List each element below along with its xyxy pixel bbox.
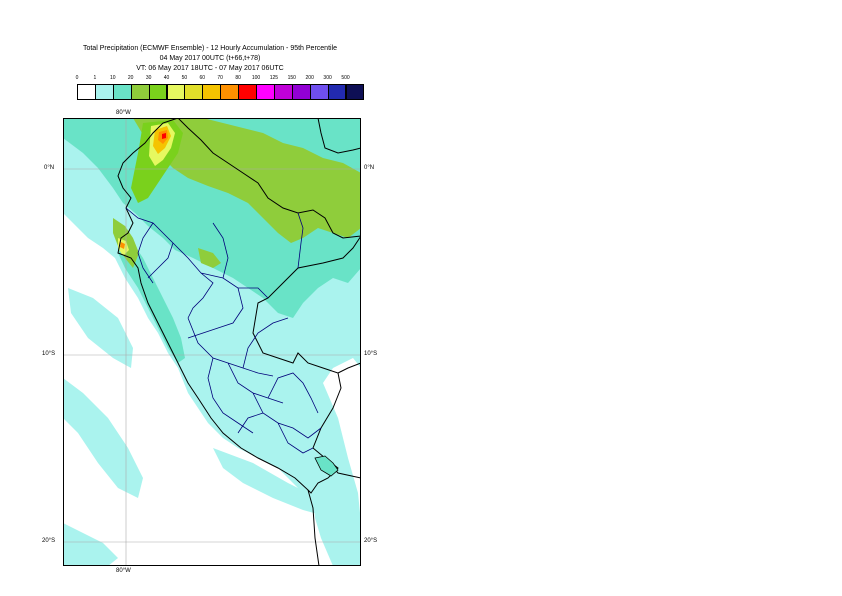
colorbar-tick-label: 30 bbox=[145, 75, 152, 81]
colorbar-swatch bbox=[309, 84, 329, 100]
lat-label-0-right: 0°N bbox=[364, 165, 375, 171]
colorbar-swatch bbox=[291, 84, 311, 100]
chart-title: Total Precipitation (ECMWF Ensemble) - 1… bbox=[82, 45, 338, 52]
colorbar-tick-label: 100 bbox=[251, 75, 261, 81]
colorbar-tick-label: 300 bbox=[323, 75, 332, 81]
colorbar-tick-label: 80 bbox=[235, 75, 241, 81]
lon-label-top: 80°W bbox=[116, 110, 131, 116]
lat-label-0-left: 0°N bbox=[44, 165, 55, 171]
precip-1mm-offshore-3 bbox=[63, 378, 143, 498]
colorbar-swatch bbox=[202, 84, 222, 100]
colorbar-swatch bbox=[166, 84, 186, 100]
valid-time: VT: 06 May 2017 18UTC - 07 May 2017 06UT… bbox=[136, 65, 284, 72]
colorbar-tick-label: 70 bbox=[217, 75, 223, 81]
precip-1mm-offshore-2 bbox=[68, 288, 133, 368]
precip-10mm-coast bbox=[118, 233, 185, 363]
lat-label-20-left: 20°S bbox=[42, 538, 56, 544]
graticule bbox=[63, 118, 361, 566]
colorbar-swatch bbox=[148, 84, 168, 100]
colorbar-swatch bbox=[112, 84, 132, 100]
colorbar-tick-label: 200 bbox=[305, 75, 314, 81]
colorbar-tick-label: 20 bbox=[127, 75, 134, 81]
colorbar-swatch bbox=[345, 84, 365, 100]
colorbar-swatch bbox=[238, 84, 257, 100]
admin-boundaries bbox=[125, 207, 322, 454]
colorbar-tick-label: 0 bbox=[75, 75, 79, 81]
colorbar-swatch bbox=[94, 84, 114, 100]
precip-20mm-patch bbox=[198, 248, 221, 268]
map-canvas bbox=[63, 118, 361, 566]
lat-label-10-right: 10°S bbox=[364, 351, 378, 357]
precip-1mm-offshore-4 bbox=[63, 523, 118, 566]
colorbar-swatch bbox=[77, 84, 96, 100]
map-frame bbox=[63, 118, 361, 566]
colorbar-swatch bbox=[184, 84, 204, 100]
lat-label-20-right: 20°S bbox=[364, 538, 378, 544]
precipitation-map bbox=[63, 118, 361, 566]
colorbar-tick-label: 125 bbox=[269, 75, 279, 81]
colorbar-swatch bbox=[220, 84, 240, 100]
lon-label-bottom: 80°W bbox=[116, 568, 131, 574]
colorbar-tick-label: 60 bbox=[199, 75, 206, 81]
colorbar-swatch bbox=[256, 84, 275, 100]
colorbar-swatch bbox=[130, 84, 150, 100]
country-borders bbox=[117, 118, 361, 566]
precip-1mm-offshore-1 bbox=[63, 158, 108, 228]
base-time: 04 May 2017 00UTC (t+66,t+78) bbox=[159, 55, 261, 62]
colorbar-tick-label: 10 bbox=[110, 75, 116, 81]
colorbar-swatch bbox=[327, 84, 347, 100]
colorbar-tick-label: 500 bbox=[341, 75, 350, 81]
colorbar-tick-label: 150 bbox=[287, 75, 296, 81]
precip-1mm-southeast bbox=[313, 498, 361, 566]
colorbar-swatch bbox=[273, 84, 293, 100]
colorbar-tick-label: 1 bbox=[93, 75, 97, 81]
colorbar-tick-label: 40 bbox=[163, 75, 170, 81]
colorbar-tick-label: 50 bbox=[181, 75, 188, 81]
lat-label-10-left: 10°S bbox=[42, 351, 56, 357]
precip-1mm-offshore-5 bbox=[213, 448, 338, 516]
lake-titicaca bbox=[314, 455, 339, 477]
precip-100mm-north bbox=[162, 133, 166, 139]
precip-80mm-coast bbox=[120, 242, 125, 249]
